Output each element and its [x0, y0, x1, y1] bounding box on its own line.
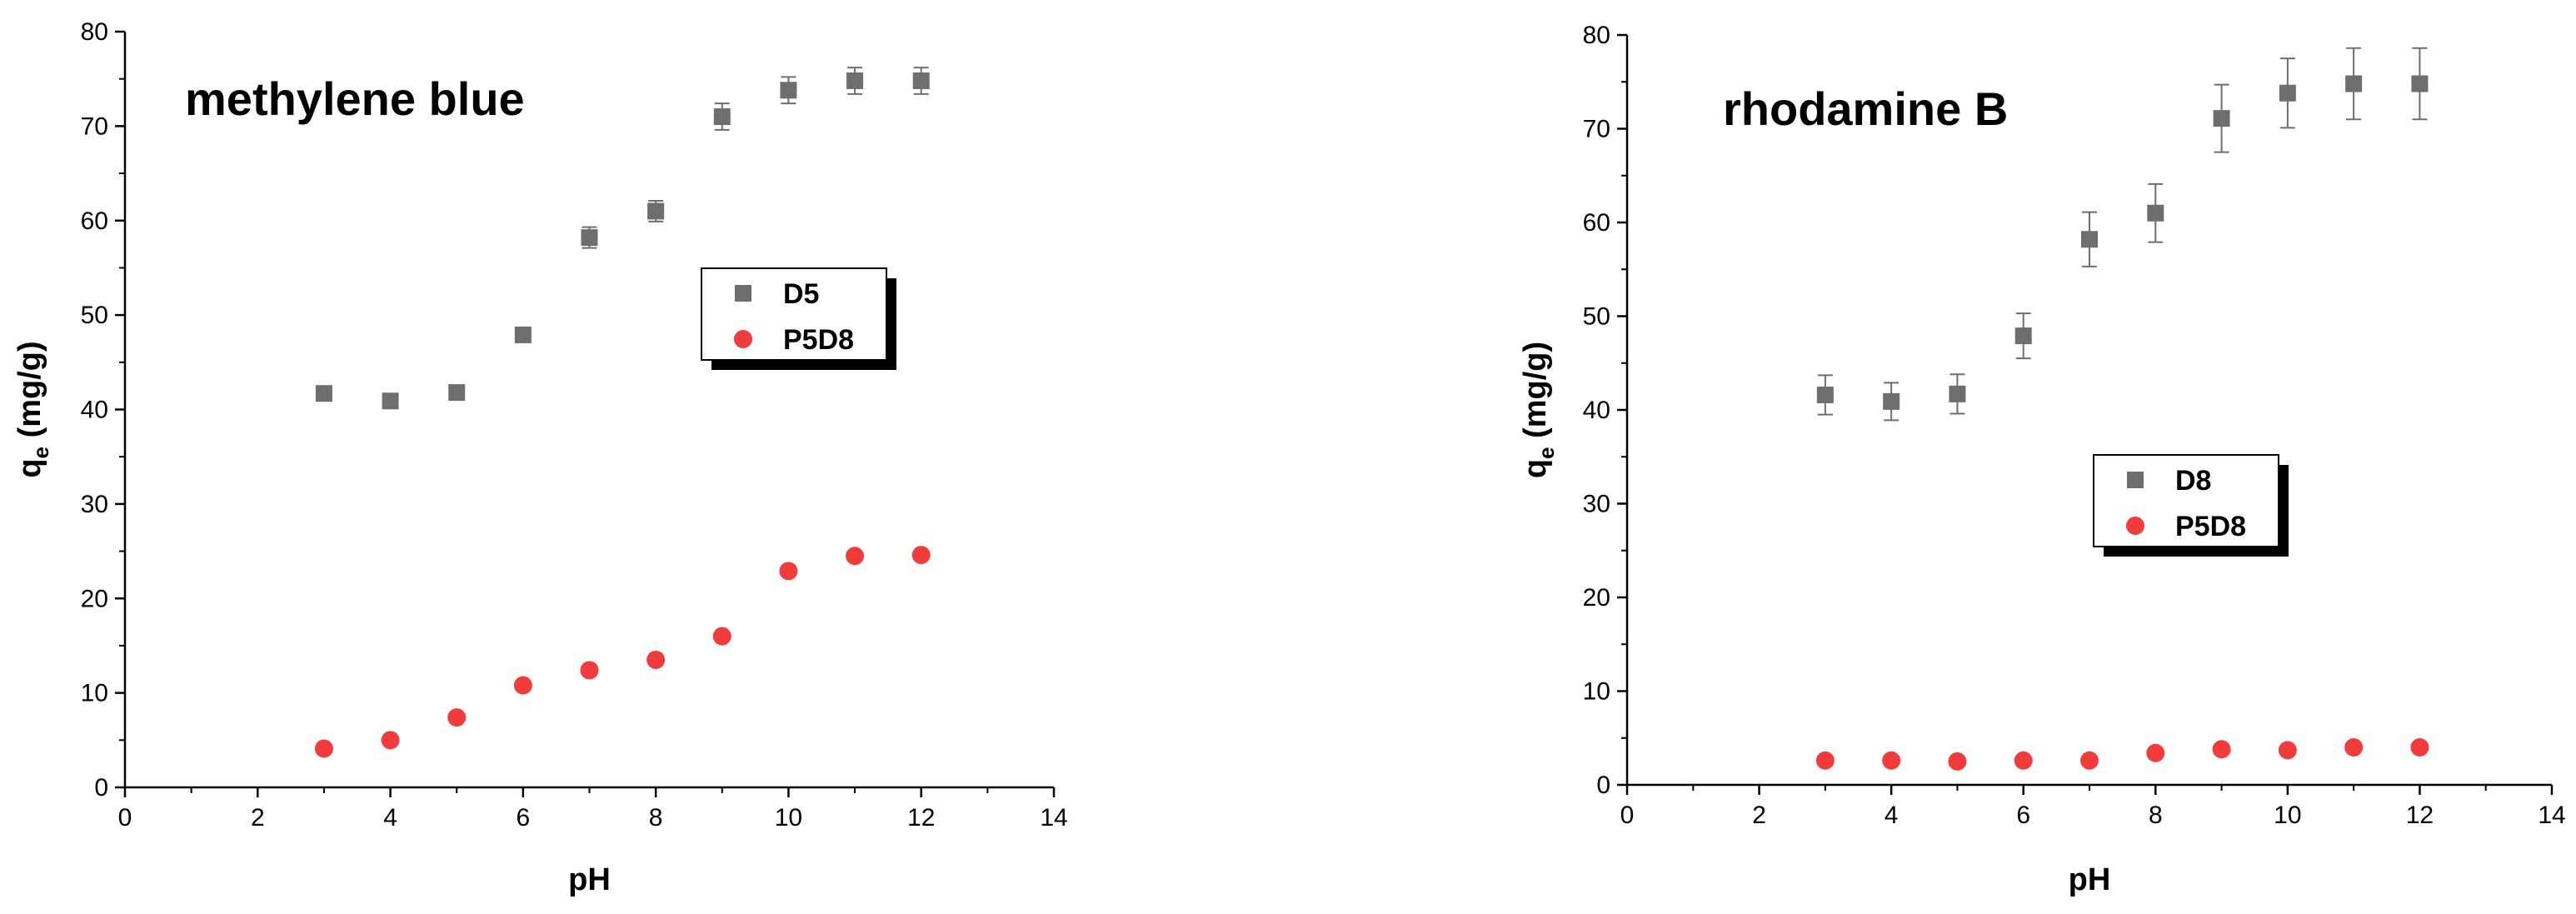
y-tick-label: 0 [1596, 772, 1610, 799]
data-point-circle [513, 676, 532, 695]
data-point-circle [2344, 738, 2364, 757]
x-tick-label: 12 [907, 804, 935, 832]
x-tick-label: 8 [649, 804, 663, 832]
data-point-circle [1948, 752, 1967, 771]
y-tick-label: 20 [81, 585, 108, 612]
data-point-square [448, 384, 466, 402]
legend-marker-square [735, 285, 751, 302]
data-point-square [2411, 75, 2429, 92]
data-point-square [1883, 392, 1900, 410]
data-point-circle [1882, 751, 1901, 770]
legend-box [701, 267, 887, 361]
data-point-square [713, 108, 731, 126]
data-point-circle [646, 650, 666, 669]
data-point-circle [381, 731, 400, 750]
data-point-circle [779, 562, 798, 581]
series-p5d8 [1815, 738, 2429, 771]
x-tick-label: 6 [2016, 802, 2030, 829]
x-tick-label: 2 [1752, 802, 1766, 829]
data-point-circle [911, 546, 931, 565]
y-tick-label: 40 [1583, 397, 1610, 424]
x-tick-label: 6 [517, 804, 531, 832]
data-point-circle [2146, 743, 2165, 762]
panel-methylene-blue: 0 2 4 6 8 10 12 14 0 10 20 30 40 50 60 70 80 pH qe (mg/g) m… [12, 18, 1068, 897]
legend-marker-circle [734, 330, 752, 348]
x-tick-label: 2 [251, 804, 265, 832]
y-tick-label: 80 [1583, 22, 1610, 49]
data-point-circle [2278, 741, 2297, 760]
data-point-circle [447, 708, 467, 727]
x-tick-label: 14 [1040, 804, 1067, 832]
y-tick-label: 40 [81, 397, 108, 424]
x-tick-label: 10 [2274, 802, 2301, 829]
data-point-square [315, 385, 332, 402]
x-tick-label: 4 [1885, 802, 1899, 829]
data-point-square [2345, 75, 2363, 92]
data-point-circle [2014, 751, 2033, 770]
y-tick-label: 70 [81, 112, 108, 140]
data-point-square [780, 82, 797, 99]
data-point-square [2147, 204, 2164, 222]
y-tick-label: 80 [81, 18, 108, 46]
data-point-square [2279, 84, 2296, 102]
panel-title: methylene blue [185, 72, 525, 125]
series-d5 [315, 67, 930, 410]
x-tick-label: 8 [2149, 802, 2163, 829]
data-point-circle [2410, 738, 2429, 757]
y-tick-label: 50 [81, 302, 108, 329]
y-tick-label: 0 [94, 774, 108, 802]
panel-rhodamine-b: 0 2 4 6 8 10 12 14 0 10 20 30 40 50 60 70 80 pH qe (mg/g) r… [1518, 22, 2566, 897]
data-point-square [647, 202, 665, 220]
data-point-square [2014, 327, 2032, 345]
x-tick-label: 14 [2538, 802, 2565, 829]
data-point-square [514, 326, 532, 343]
data-point-square [581, 229, 598, 247]
legend-label: P5D8 [2175, 511, 2246, 542]
y-tick-label: 50 [1583, 303, 1610, 331]
x-axis-title: pH [2069, 862, 2111, 897]
legend-label: D8 [2175, 465, 2211, 497]
data-point-square [1949, 385, 1966, 402]
x-tick-label: 4 [383, 804, 397, 832]
y-tick-label: 20 [1583, 584, 1610, 612]
legend: D5 P5D8 [701, 267, 896, 370]
data-point-square [2081, 231, 2098, 248]
legend-label: P5D8 [783, 324, 854, 356]
data-point-square [846, 72, 864, 89]
series-p5d8 [314, 546, 931, 758]
data-point-circle [712, 627, 731, 646]
data-point-square [912, 72, 930, 89]
x-axis-title: pH [568, 862, 611, 897]
y-axis-title: qe (mg/g) [1518, 342, 1559, 478]
data-point-circle [314, 739, 333, 758]
y-tick-label: 60 [81, 207, 108, 235]
legend-label: D5 [783, 278, 819, 310]
y-tick-label: 30 [1583, 491, 1610, 518]
data-point-square [2213, 110, 2230, 127]
legend-box [2093, 454, 2279, 547]
x-tick-label: 0 [118, 804, 132, 832]
data-point-square [1816, 387, 1834, 403]
legend-marker-circle [2126, 517, 2144, 535]
y-tick-label: 30 [81, 491, 108, 518]
panel-title: rhodamine B [1723, 82, 2008, 135]
x-tick-label: 10 [775, 804, 802, 832]
x-tick-label: 12 [2406, 802, 2434, 829]
data-point-square [382, 392, 399, 410]
legend: D8 P5D8 [2093, 454, 2289, 557]
legend-marker-square [2127, 472, 2144, 488]
y-tick-label: 60 [1583, 209, 1610, 237]
y-axis-title: qe (mg/g) [12, 341, 53, 477]
data-point-circle [2212, 740, 2231, 759]
data-point-circle [2080, 751, 2099, 770]
data-point-circle [580, 661, 599, 680]
y-tick-label: 10 [1583, 678, 1610, 706]
data-point-circle [1815, 751, 1835, 770]
x-tick-label: 0 [1620, 802, 1635, 829]
data-point-circle [846, 547, 865, 566]
y-tick-label: 70 [1583, 116, 1610, 143]
series-d8 [1816, 47, 2429, 422]
y-tick-label: 10 [81, 680, 108, 707]
